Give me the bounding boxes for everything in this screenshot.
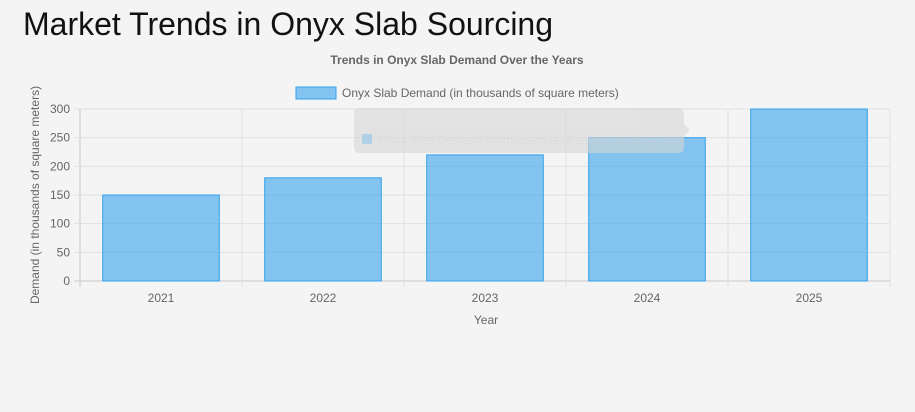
x-axis-label: Year [474, 313, 498, 327]
chart-title: Trends in Onyx Slab Demand Over the Year… [330, 53, 584, 67]
y-tick-label: 250 [50, 131, 70, 145]
tooltip-caret [684, 124, 690, 136]
tooltip-swatch [362, 134, 372, 144]
bar-2022[interactable] [264, 177, 382, 282]
y-tick-label: 100 [50, 217, 70, 231]
y-tick-label: 200 [50, 159, 70, 173]
x-tick-label: 2022 [310, 291, 337, 305]
legend-label: Onyx Slab Demand (in thousands of square… [342, 86, 619, 100]
bar-2021[interactable] [102, 194, 220, 282]
bar-2023[interactable] [426, 154, 544, 282]
y-axis-label: Demand (in thousands of square meters) [28, 86, 42, 304]
y-tick-label: 300 [50, 102, 70, 116]
x-tick-label: 2025 [796, 291, 823, 305]
legend-swatch [295, 86, 337, 100]
tooltip-text: Onyx Slab Demand (in thousands of square… [379, 133, 683, 147]
bars [102, 108, 868, 282]
y-tick-label: 50 [57, 245, 71, 259]
x-tick-label: 2023 [472, 291, 499, 305]
y-axis: 0 50 100 150 200 250 300 [50, 102, 70, 288]
x-tick-label: 2021 [148, 291, 175, 305]
y-tick-label: 150 [50, 188, 70, 202]
x-axis: 2021 2022 2023 2024 2025 [148, 291, 823, 305]
x-tick-label: 2024 [634, 291, 661, 305]
y-tick-label: 0 [63, 274, 70, 288]
tooltip-box [354, 108, 684, 153]
legend[interactable]: Onyx Slab Demand (in thousands of square… [295, 86, 619, 100]
bar-2025[interactable] [750, 108, 868, 282]
page-title: Market Trends in Onyx Slab Sourcing [23, 6, 554, 42]
tooltip: Onyx Slab Demand (in thousands of square… [354, 108, 690, 153]
bar-2024[interactable] [588, 137, 706, 282]
